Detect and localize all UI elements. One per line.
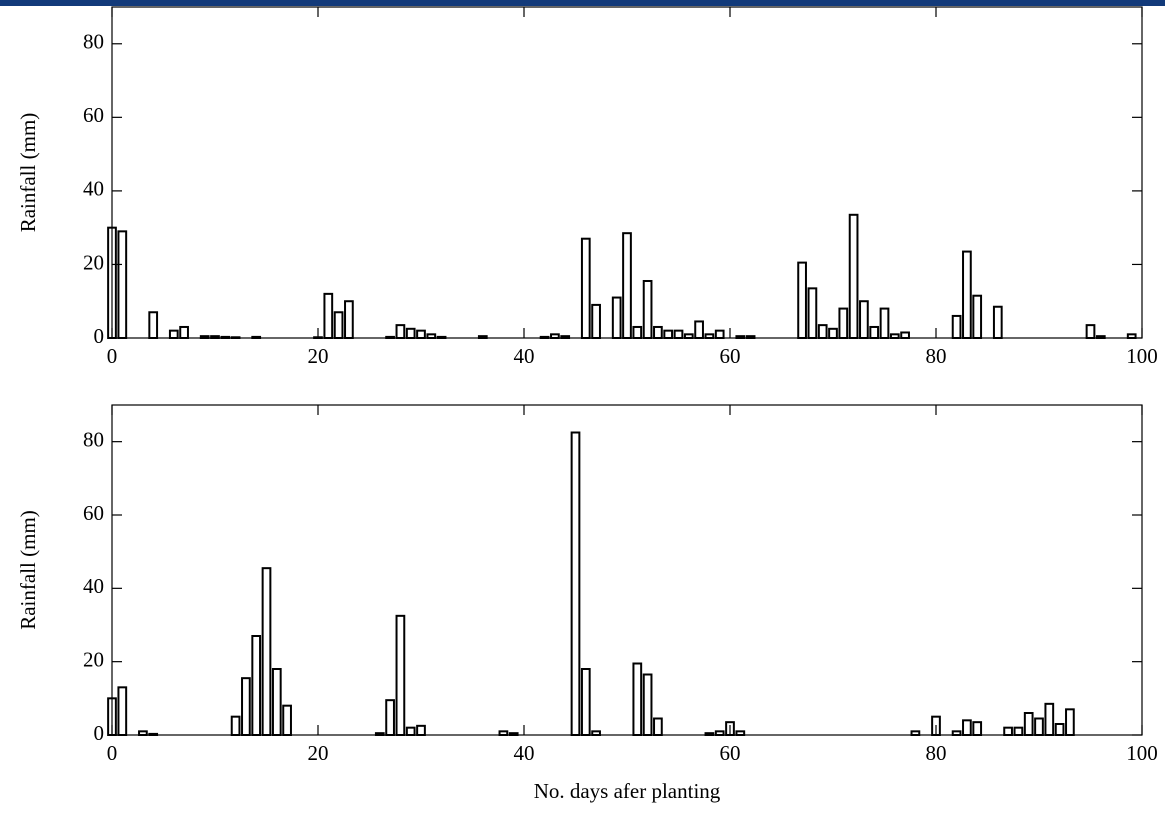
bar	[395, 614, 406, 736]
bar	[797, 261, 807, 340]
bar	[1003, 726, 1013, 737]
x-tick-label: 20	[308, 344, 329, 368]
plot-frame	[111, 6, 1143, 339]
bar	[1044, 702, 1055, 736]
bar	[385, 699, 395, 737]
bar	[261, 567, 272, 737]
x-tick-label: 0	[107, 741, 118, 765]
bar	[642, 279, 653, 339]
bar	[951, 314, 962, 339]
bar	[1065, 708, 1075, 736]
bar	[395, 324, 406, 339]
bar	[241, 677, 251, 737]
bar	[611, 296, 622, 339]
y-tick-label: 20	[83, 250, 104, 274]
bar	[1034, 717, 1044, 736]
bar	[570, 431, 581, 736]
bar	[962, 250, 972, 339]
y-tick-label: 80	[83, 427, 104, 451]
bar	[405, 726, 416, 737]
bar	[117, 230, 128, 340]
x-tick-label: 80	[926, 344, 947, 368]
bar	[714, 329, 725, 339]
y-axis-label: Rainfall (mm)	[16, 510, 40, 630]
bar	[117, 686, 128, 736]
y-tick-label: 20	[83, 647, 104, 671]
y-tick-label: 40	[83, 574, 104, 598]
x-tick-label: 100	[1126, 344, 1158, 368]
x-tick-label: 60	[720, 741, 741, 765]
bar	[848, 213, 859, 340]
bar	[632, 662, 643, 736]
bar	[859, 300, 869, 340]
bar	[168, 329, 179, 339]
bar	[1013, 726, 1024, 737]
bar	[271, 668, 282, 736]
bar	[642, 673, 653, 736]
bar	[663, 329, 674, 339]
bar	[838, 307, 849, 340]
x-axis-label: No. days afer planting	[534, 779, 721, 803]
bar	[992, 305, 1003, 340]
y-axis-label: Rainfall (mm)	[16, 113, 40, 233]
plot-frame	[111, 404, 1143, 736]
bar	[344, 300, 354, 340]
bar	[251, 635, 262, 736]
bar	[673, 329, 684, 339]
bar	[323, 292, 334, 340]
bar	[580, 668, 591, 736]
bar	[1023, 712, 1034, 736]
x-tick-label: 80	[926, 741, 947, 765]
bar	[416, 329, 426, 339]
x-tick-label: 100	[1126, 741, 1158, 765]
y-tick-label: 60	[83, 501, 104, 525]
bar	[653, 325, 663, 340]
bar	[972, 721, 983, 737]
bar	[282, 704, 292, 737]
bar	[230, 715, 241, 737]
bar	[817, 324, 828, 339]
y-tick-label: 0	[94, 324, 105, 348]
bar	[900, 331, 910, 340]
bar	[807, 287, 818, 340]
bar	[632, 325, 643, 340]
y-tick-label: 60	[83, 103, 104, 127]
x-tick-label: 40	[514, 741, 535, 765]
bar	[879, 307, 890, 340]
bar	[580, 237, 591, 339]
bar	[653, 717, 663, 736]
y-tick-label: 40	[83, 177, 104, 201]
bar	[1054, 723, 1065, 736]
bar	[416, 724, 426, 736]
bar	[148, 311, 159, 339]
x-tick-label: 0	[107, 344, 118, 368]
bar	[333, 311, 344, 339]
header-band	[0, 0, 1165, 6]
y-tick-label: 0	[94, 721, 105, 745]
bar	[1085, 324, 1096, 339]
bar	[179, 325, 189, 340]
x-tick-label: 60	[720, 344, 741, 368]
bar	[591, 303, 601, 339]
x-tick-label: 20	[308, 741, 329, 765]
bar	[962, 719, 972, 736]
bar	[622, 232, 632, 339]
x-tick-label: 40	[514, 344, 535, 368]
bar	[828, 327, 838, 339]
bar	[869, 325, 880, 340]
bar	[405, 327, 416, 339]
bar	[972, 294, 983, 340]
y-tick-label: 80	[83, 30, 104, 54]
bar	[694, 320, 704, 340]
